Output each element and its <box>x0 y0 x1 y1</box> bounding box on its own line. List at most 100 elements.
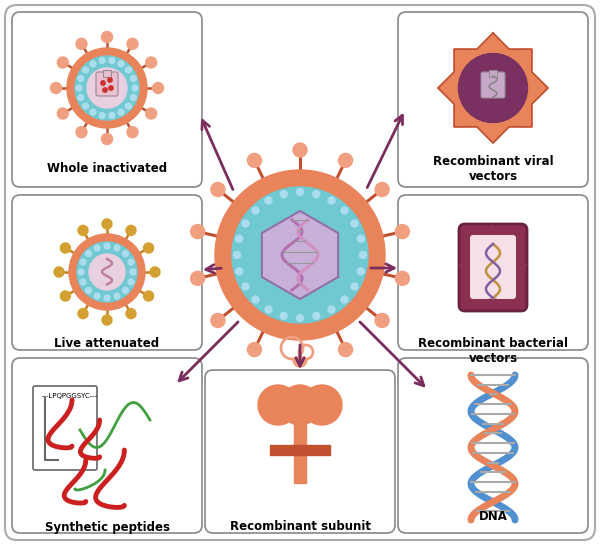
Circle shape <box>90 109 96 115</box>
Circle shape <box>280 191 287 198</box>
Circle shape <box>61 291 70 301</box>
Circle shape <box>83 67 89 73</box>
Circle shape <box>77 242 137 302</box>
Circle shape <box>215 170 385 340</box>
Circle shape <box>359 251 367 258</box>
Circle shape <box>125 103 131 109</box>
Circle shape <box>143 243 154 253</box>
Text: Recombinant subunit: Recombinant subunit <box>230 520 371 533</box>
Circle shape <box>293 143 307 157</box>
Text: Whole inactivated: Whole inactivated <box>47 162 167 175</box>
Polygon shape <box>262 211 338 299</box>
Circle shape <box>86 251 92 257</box>
Circle shape <box>280 312 287 319</box>
Circle shape <box>143 291 154 301</box>
Text: Live attenuated: Live attenuated <box>55 337 160 350</box>
Circle shape <box>58 108 68 119</box>
Circle shape <box>375 313 389 328</box>
Circle shape <box>296 189 304 196</box>
Circle shape <box>94 293 100 299</box>
Circle shape <box>108 78 112 82</box>
Text: DNA: DNA <box>479 510 508 523</box>
Circle shape <box>242 220 249 227</box>
Circle shape <box>101 32 113 43</box>
Circle shape <box>191 225 205 239</box>
Polygon shape <box>270 445 330 455</box>
Circle shape <box>67 48 147 128</box>
FancyBboxPatch shape <box>33 386 97 470</box>
Circle shape <box>128 279 134 285</box>
Circle shape <box>395 225 409 239</box>
Circle shape <box>130 269 136 275</box>
Circle shape <box>265 306 272 313</box>
Circle shape <box>211 313 225 328</box>
Circle shape <box>76 38 87 50</box>
FancyBboxPatch shape <box>398 358 588 533</box>
Circle shape <box>83 103 89 109</box>
Circle shape <box>109 57 115 63</box>
Circle shape <box>338 343 353 356</box>
Circle shape <box>146 108 157 119</box>
Text: Synthetic peptides: Synthetic peptides <box>44 521 170 534</box>
Circle shape <box>125 67 131 73</box>
FancyBboxPatch shape <box>12 12 202 187</box>
Circle shape <box>80 279 86 285</box>
Circle shape <box>61 243 70 253</box>
Circle shape <box>122 251 128 257</box>
Circle shape <box>247 343 262 356</box>
Circle shape <box>109 113 115 119</box>
Circle shape <box>338 153 353 167</box>
Circle shape <box>89 254 125 290</box>
Circle shape <box>78 269 84 275</box>
Circle shape <box>104 295 110 301</box>
Circle shape <box>351 283 358 290</box>
Circle shape <box>293 353 307 367</box>
FancyBboxPatch shape <box>470 235 516 299</box>
Circle shape <box>127 126 138 138</box>
FancyBboxPatch shape <box>398 195 588 350</box>
Circle shape <box>313 312 320 319</box>
Circle shape <box>114 245 120 251</box>
Circle shape <box>69 234 145 310</box>
Circle shape <box>102 219 112 229</box>
Circle shape <box>101 134 113 144</box>
Polygon shape <box>294 423 306 447</box>
Circle shape <box>130 75 136 81</box>
Circle shape <box>150 267 160 277</box>
Circle shape <box>328 197 335 204</box>
Circle shape <box>258 385 298 425</box>
FancyBboxPatch shape <box>12 195 202 350</box>
Circle shape <box>247 153 262 167</box>
Circle shape <box>341 296 348 303</box>
Circle shape <box>358 235 364 242</box>
Circle shape <box>99 57 105 63</box>
Circle shape <box>76 126 87 138</box>
Circle shape <box>280 385 320 425</box>
Circle shape <box>265 197 272 204</box>
Circle shape <box>80 259 86 265</box>
Circle shape <box>126 226 136 235</box>
Circle shape <box>118 109 124 115</box>
Circle shape <box>252 296 259 303</box>
Circle shape <box>50 82 62 94</box>
Circle shape <box>296 314 304 322</box>
Circle shape <box>152 82 164 94</box>
Circle shape <box>86 287 92 293</box>
FancyBboxPatch shape <box>481 72 505 98</box>
Circle shape <box>236 235 242 242</box>
Polygon shape <box>438 33 548 143</box>
Circle shape <box>130 95 136 101</box>
Circle shape <box>118 60 124 66</box>
Text: Recombinant viral
vectors: Recombinant viral vectors <box>433 155 553 183</box>
Circle shape <box>78 226 88 235</box>
Circle shape <box>299 345 313 359</box>
Circle shape <box>114 293 120 299</box>
Circle shape <box>94 245 100 251</box>
Circle shape <box>101 81 105 85</box>
Circle shape <box>109 86 113 90</box>
Circle shape <box>191 271 205 286</box>
Text: ---LPQPGGSYC---: ---LPQPGGSYC--- <box>42 393 98 399</box>
Bar <box>103 70 111 77</box>
Circle shape <box>302 385 342 425</box>
FancyBboxPatch shape <box>5 5 595 540</box>
